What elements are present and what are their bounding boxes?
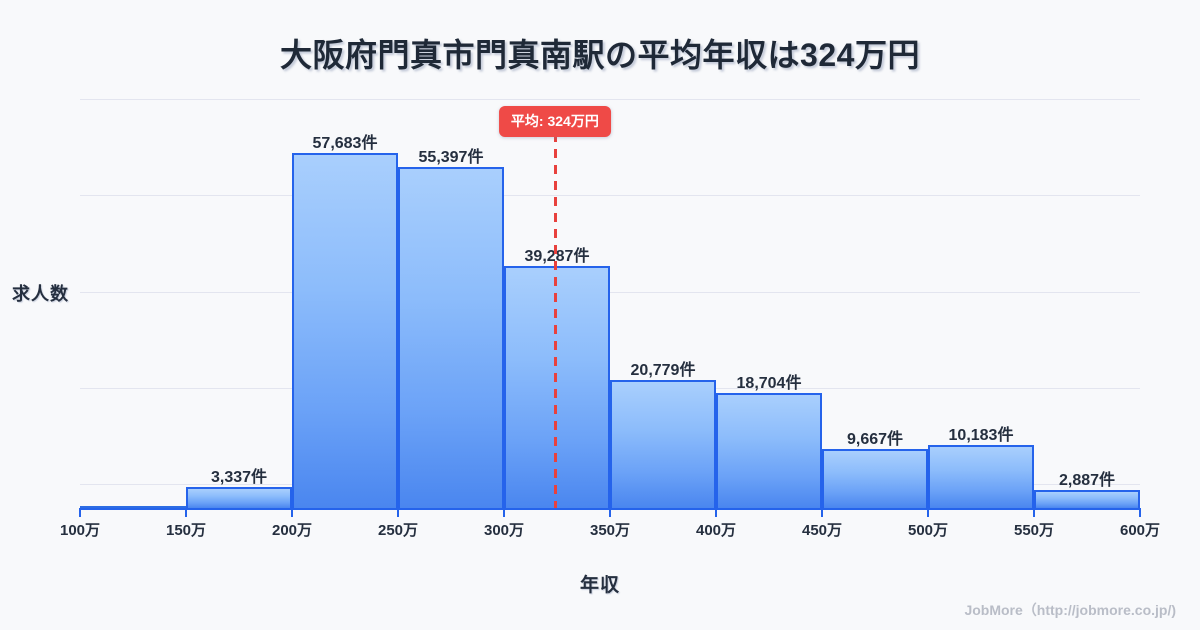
x-axis-tick: [185, 508, 187, 517]
x-axis-tick-label: 100万: [59, 522, 101, 539]
x-axis-tick: [397, 508, 399, 517]
y-axis-title: 求人数: [12, 284, 69, 304]
histogram-bar: [504, 266, 610, 508]
histogram-bar: [186, 487, 292, 508]
average-line: [553, 133, 557, 508]
x-axis-tick: [927, 508, 929, 517]
bar-value-label: 9,667件: [846, 431, 904, 448]
x-axis-tick: [1139, 508, 1141, 517]
gridline: [80, 99, 1140, 100]
x-axis-tick: [609, 508, 611, 517]
x-axis-tick: [503, 508, 505, 517]
x-axis-tick-label: 400万: [695, 522, 737, 539]
x-axis-tick-label: 200万: [271, 522, 313, 539]
bar-value-label: 39,287件: [524, 248, 590, 265]
x-axis-tick: [715, 508, 717, 517]
gridline: [80, 195, 1140, 196]
histogram-bar: [292, 153, 398, 508]
bar-value-label: 18,704件: [736, 375, 802, 392]
x-axis-tick: [79, 508, 81, 517]
x-axis-tick-label: 500万: [907, 522, 949, 539]
bar-value-label: 20,779件: [630, 362, 696, 379]
x-axis-title: 年収: [579, 575, 620, 596]
x-axis-tick: [291, 508, 293, 517]
x-axis-tick: [1033, 508, 1035, 517]
histogram-bar: [610, 380, 716, 508]
histogram-bar: [1034, 490, 1140, 508]
bars-layer: 3,337件 57,683件 55,397件 39,287件 20,779件 18,704…: [80, 99, 1140, 508]
bar-value-label: 3,337件: [210, 469, 268, 486]
page-title: 大阪府門真市門真南駅の平均年収は324万円: [280, 37, 920, 73]
histogram-bar: [928, 445, 1034, 508]
bar-value-label: 10,183件: [948, 427, 1014, 444]
x-axis-tick-label: 600万: [1119, 522, 1161, 539]
histogram-bar: [398, 167, 504, 508]
gridline: [80, 292, 1140, 293]
footer-watermark: JobMore（http://jobmore.co.jp/): [964, 602, 1176, 618]
x-axis-tick: [821, 508, 823, 517]
x-axis-tick-label: 300万: [483, 522, 525, 539]
x-axis-tick-label: 550万: [1013, 522, 1055, 539]
average-badge: 平均: 324万円: [498, 106, 611, 137]
histogram-bar: [716, 393, 822, 508]
histogram-bar: [80, 506, 186, 508]
x-axis-tick-label: 450万: [801, 522, 843, 539]
bar-value-label: 57,683件: [312, 135, 378, 152]
x-axis-tick-label: 350万: [589, 522, 631, 539]
histogram-bar: [822, 449, 928, 508]
x-axis-tick-label: 150万: [165, 522, 207, 539]
x-axis-tick-label: 250万: [377, 522, 419, 539]
bar-value-label: 2,887件: [1058, 472, 1116, 489]
bar-value-label: 55,397件: [418, 149, 484, 166]
